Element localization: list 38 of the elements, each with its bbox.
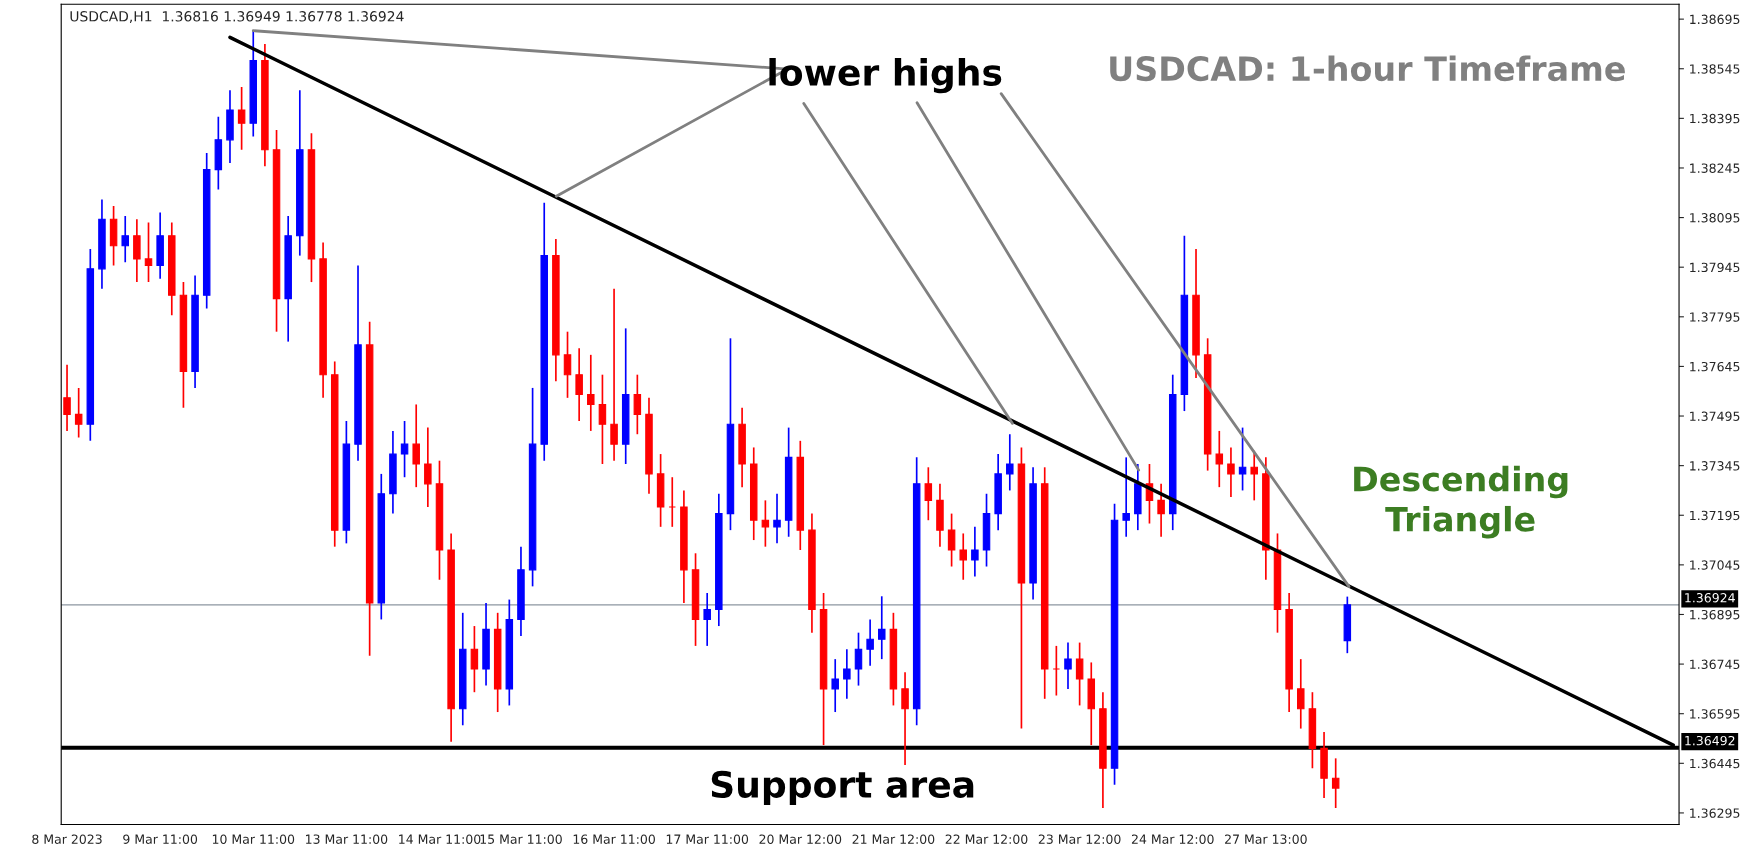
annotation: Support area <box>711 770 974 806</box>
x-tick-label: 16 Mar 11:00 <box>573 834 655 844</box>
y-tick-label: 1.38095 <box>1690 213 1740 223</box>
x-tick-label: 8 Mar 2023 <box>32 834 102 844</box>
x-tick-label: 17 Mar 11:00 <box>666 834 749 844</box>
y-tick-label: 1.37045 <box>1690 560 1740 570</box>
x-tick-label: 15 Mar 11:00 <box>480 834 562 844</box>
y-tick-label: 1.36295 <box>1690 808 1740 818</box>
y-tick-label: 1.36595 <box>1690 709 1740 719</box>
y-tick-label: 1.36895 <box>1690 609 1740 620</box>
y-tick-label: 1.37945 <box>1690 262 1740 273</box>
x-tick-label: 10 Mar 11:00 <box>212 834 295 844</box>
y-tick-label: 1.38545 <box>1690 64 1740 74</box>
x-tick-label: 9 Mar 11:00 <box>123 834 198 844</box>
y-tick-label: 1.37795 <box>1690 312 1740 322</box>
x-tick-label: 23 Mar 12:00 <box>1038 834 1121 844</box>
x-tick-label: 22 Mar 12:00 <box>945 834 1028 844</box>
x-tick-label: 27 Mar 13:00 <box>1225 834 1307 844</box>
ref-line-label: 1.36924 <box>1685 593 1735 603</box>
y-tick-label: 1.37645 <box>1690 361 1740 372</box>
y-tick-label: 1.37495 <box>1690 411 1740 421</box>
annotation: Descending Triangle <box>1354 465 1568 539</box>
x-tick-label: 13 Mar 11:00 <box>306 834 388 844</box>
y-tick-label: 1.36445 <box>1690 758 1740 769</box>
y-tick-label: 1.37195 <box>1690 510 1740 521</box>
y-tick-label: 1.37345 <box>1690 461 1740 471</box>
x-tick-label: 20 Mar 12:00 <box>759 834 842 844</box>
y-tick-label: 1.36745 <box>1690 659 1740 670</box>
y-tick-label: 1.38395 <box>1690 113 1740 124</box>
y-tick-label: 1.38695 <box>1690 14 1740 25</box>
x-tick-label: 21 Mar 12:00 <box>852 834 935 844</box>
text: USDCAD: 1-hour Timeframe <box>1110 55 1625 82</box>
x-tick-label: 24 Mar 12:00 <box>1131 834 1214 844</box>
x-tick-label: 14 Mar 11:00 <box>399 834 481 844</box>
ref-line-label: 1.36492 <box>1685 735 1735 746</box>
annotation: lower highs <box>769 58 1002 94</box>
y-tick-label: 1.38245 <box>1690 163 1740 173</box>
chart-subtitle: USDCAD,H1 1.36816 1.36949 1.36778 1.36924 <box>70 11 404 23</box>
